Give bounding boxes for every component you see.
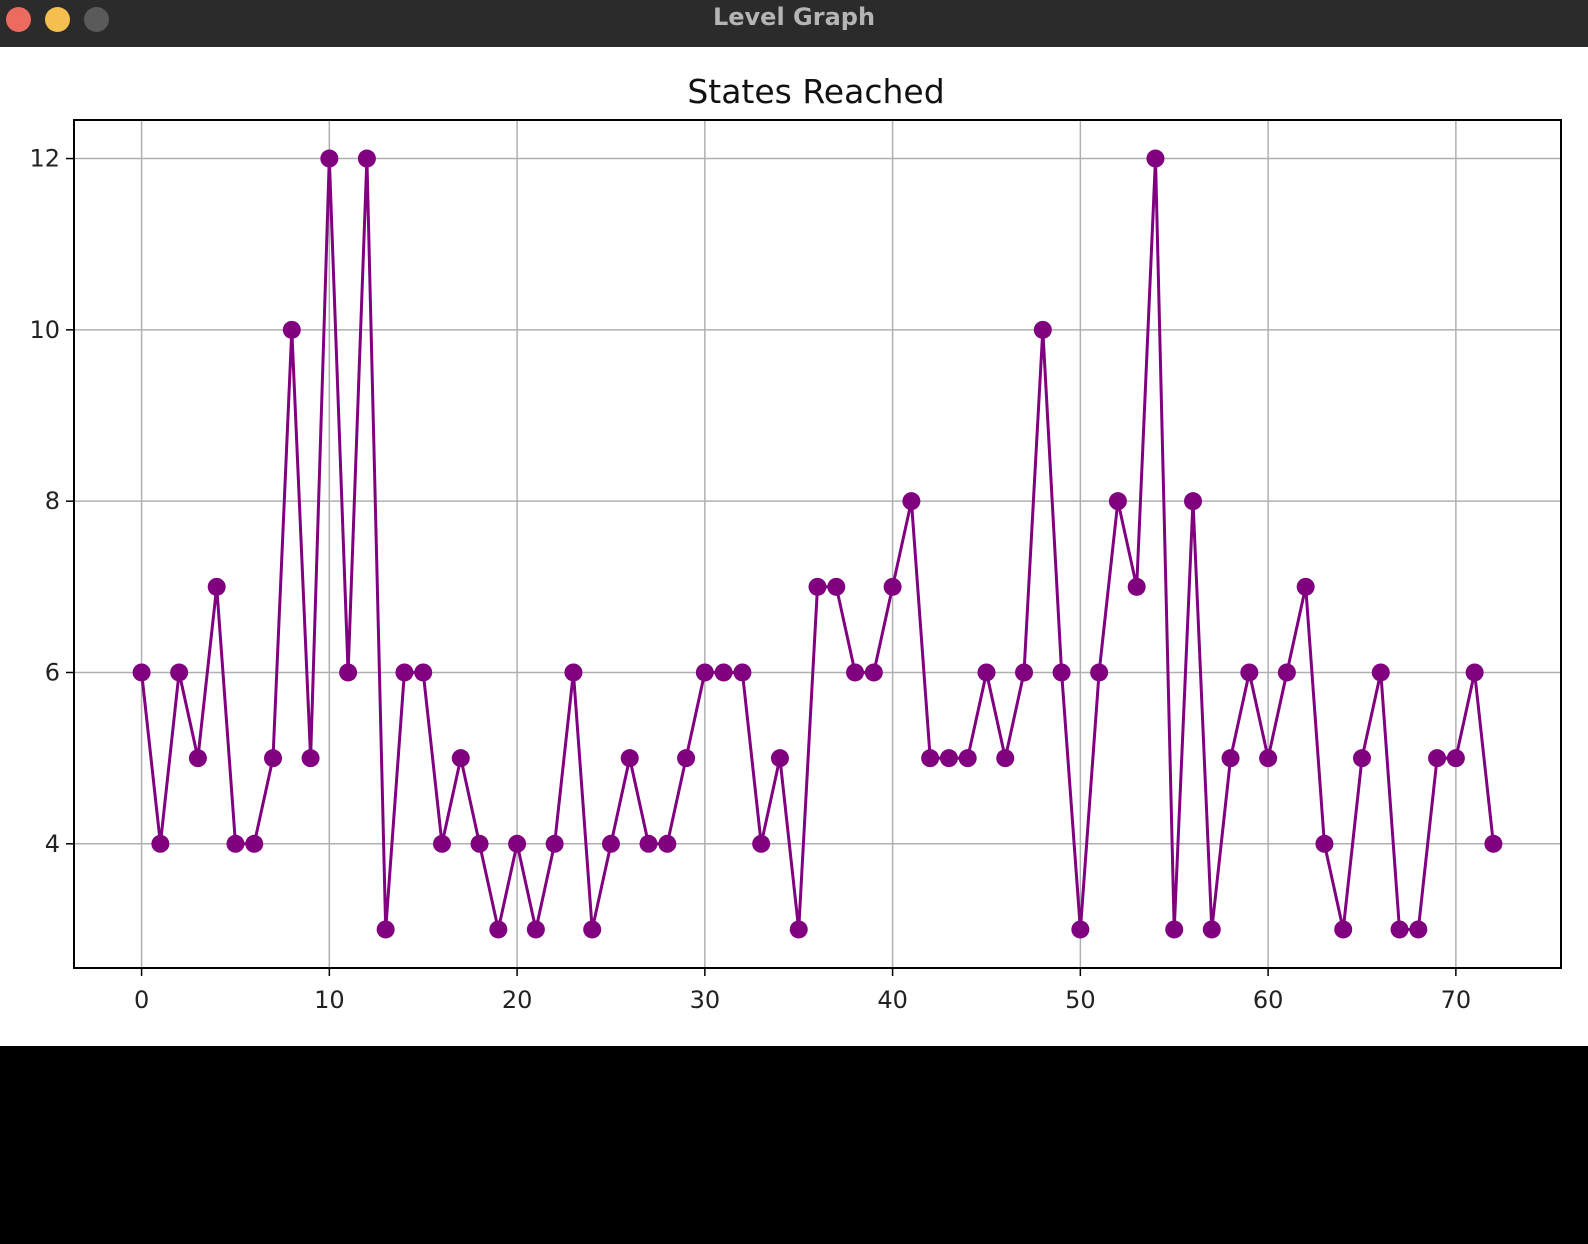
y-tick-label: 4 (45, 830, 60, 858)
data-point (451, 749, 470, 768)
plot-frame (73, 119, 1562, 969)
data-point (470, 834, 489, 853)
data-point (1202, 920, 1221, 939)
data-point (1184, 492, 1203, 511)
data-point (282, 320, 301, 339)
data-point (1052, 663, 1071, 682)
y-tick-label: 12 (29, 145, 60, 173)
data-point (864, 663, 883, 682)
data-point (902, 492, 921, 511)
x-tick-label: 40 (877, 986, 908, 1014)
data-point (733, 663, 752, 682)
data-point (808, 577, 827, 596)
data-point (620, 749, 639, 768)
data-point (1390, 920, 1409, 939)
data-point (1127, 577, 1146, 596)
data-point (301, 749, 320, 768)
series-line (140, 157, 1495, 931)
data-point (1033, 320, 1052, 339)
data-point (170, 663, 189, 682)
chart-grid (74, 120, 1561, 968)
data-point (432, 834, 451, 853)
close-window-button[interactable] (6, 7, 31, 32)
data-point (1428, 749, 1447, 768)
data-point (1071, 920, 1090, 939)
data-point (1259, 749, 1278, 768)
x-tick-label: 30 (690, 986, 721, 1014)
window-title: Level Graph (712, 3, 876, 31)
data-point (1352, 749, 1371, 768)
axis-ticks: 0 10 20 30 40 50 60 70 4 6 8 10 12 (29, 145, 1471, 1014)
zoom-window-button[interactable] (84, 7, 109, 32)
data-point (1277, 663, 1296, 682)
data-point (846, 663, 865, 682)
data-point (526, 920, 545, 939)
data-point (1465, 663, 1484, 682)
data-point (1108, 492, 1127, 511)
data-point (320, 149, 339, 168)
data-point (1015, 663, 1034, 682)
data-point (357, 149, 376, 168)
data-point (151, 834, 170, 853)
data-point (545, 834, 564, 853)
data-point (188, 749, 207, 768)
data-point (339, 663, 358, 682)
data-point (245, 834, 264, 853)
x-tick-label: 20 (502, 986, 533, 1014)
y-tick-label: 6 (45, 658, 60, 686)
data-point (1446, 749, 1465, 768)
y-tick-label: 10 (29, 316, 60, 344)
data-point (770, 749, 789, 768)
data-point (958, 749, 977, 768)
data-point (376, 920, 395, 939)
data-point (414, 663, 433, 682)
x-tick-label: 50 (1065, 986, 1096, 1014)
data-point (508, 834, 527, 853)
data-point (1334, 920, 1353, 939)
window-titlebar: Level Graph (0, 0, 1588, 48)
data-point (827, 577, 846, 596)
data-point (207, 577, 226, 596)
data-point (695, 663, 714, 682)
data-point (264, 749, 283, 768)
x-tick-label: 10 (314, 986, 345, 1014)
data-point (752, 834, 771, 853)
data-point (1315, 834, 1334, 853)
chart-title: States Reached (687, 72, 944, 111)
data-point (714, 663, 733, 682)
data-point (1221, 749, 1240, 768)
data-point (1146, 149, 1165, 168)
data-point (1484, 834, 1503, 853)
x-tick-label: 70 (1441, 986, 1472, 1014)
data-point (1409, 920, 1428, 939)
data-point (395, 663, 414, 682)
data-point (977, 663, 996, 682)
y-tick-label: 8 (45, 487, 60, 515)
series-group (132, 149, 1503, 939)
data-point (1090, 663, 1109, 682)
data-point (564, 663, 583, 682)
data-point (658, 834, 677, 853)
data-point (583, 920, 602, 939)
data-point (1240, 663, 1259, 682)
data-point (996, 749, 1015, 768)
data-point (489, 920, 508, 939)
data-point (1371, 663, 1390, 682)
data-point (789, 920, 808, 939)
data-point (601, 834, 620, 853)
data-point (883, 577, 902, 596)
data-point (639, 834, 658, 853)
x-tick-label: 0 (134, 986, 149, 1014)
line-chart: States Reached 0 10 20 30 40 50 60 70 4 6 8 10 12 (29, 72, 1562, 1014)
data-point (1296, 577, 1315, 596)
data-point (677, 749, 696, 768)
data-point (132, 663, 151, 682)
x-tick-label: 60 (1253, 986, 1284, 1014)
chart-area: States Reached 0 10 20 30 40 50 60 70 4 6 8 10 12 (0, 47, 1588, 1046)
data-point (939, 749, 958, 768)
minimize-window-button[interactable] (45, 7, 70, 32)
data-point (921, 749, 940, 768)
data-point (226, 834, 245, 853)
data-point (1165, 920, 1184, 939)
